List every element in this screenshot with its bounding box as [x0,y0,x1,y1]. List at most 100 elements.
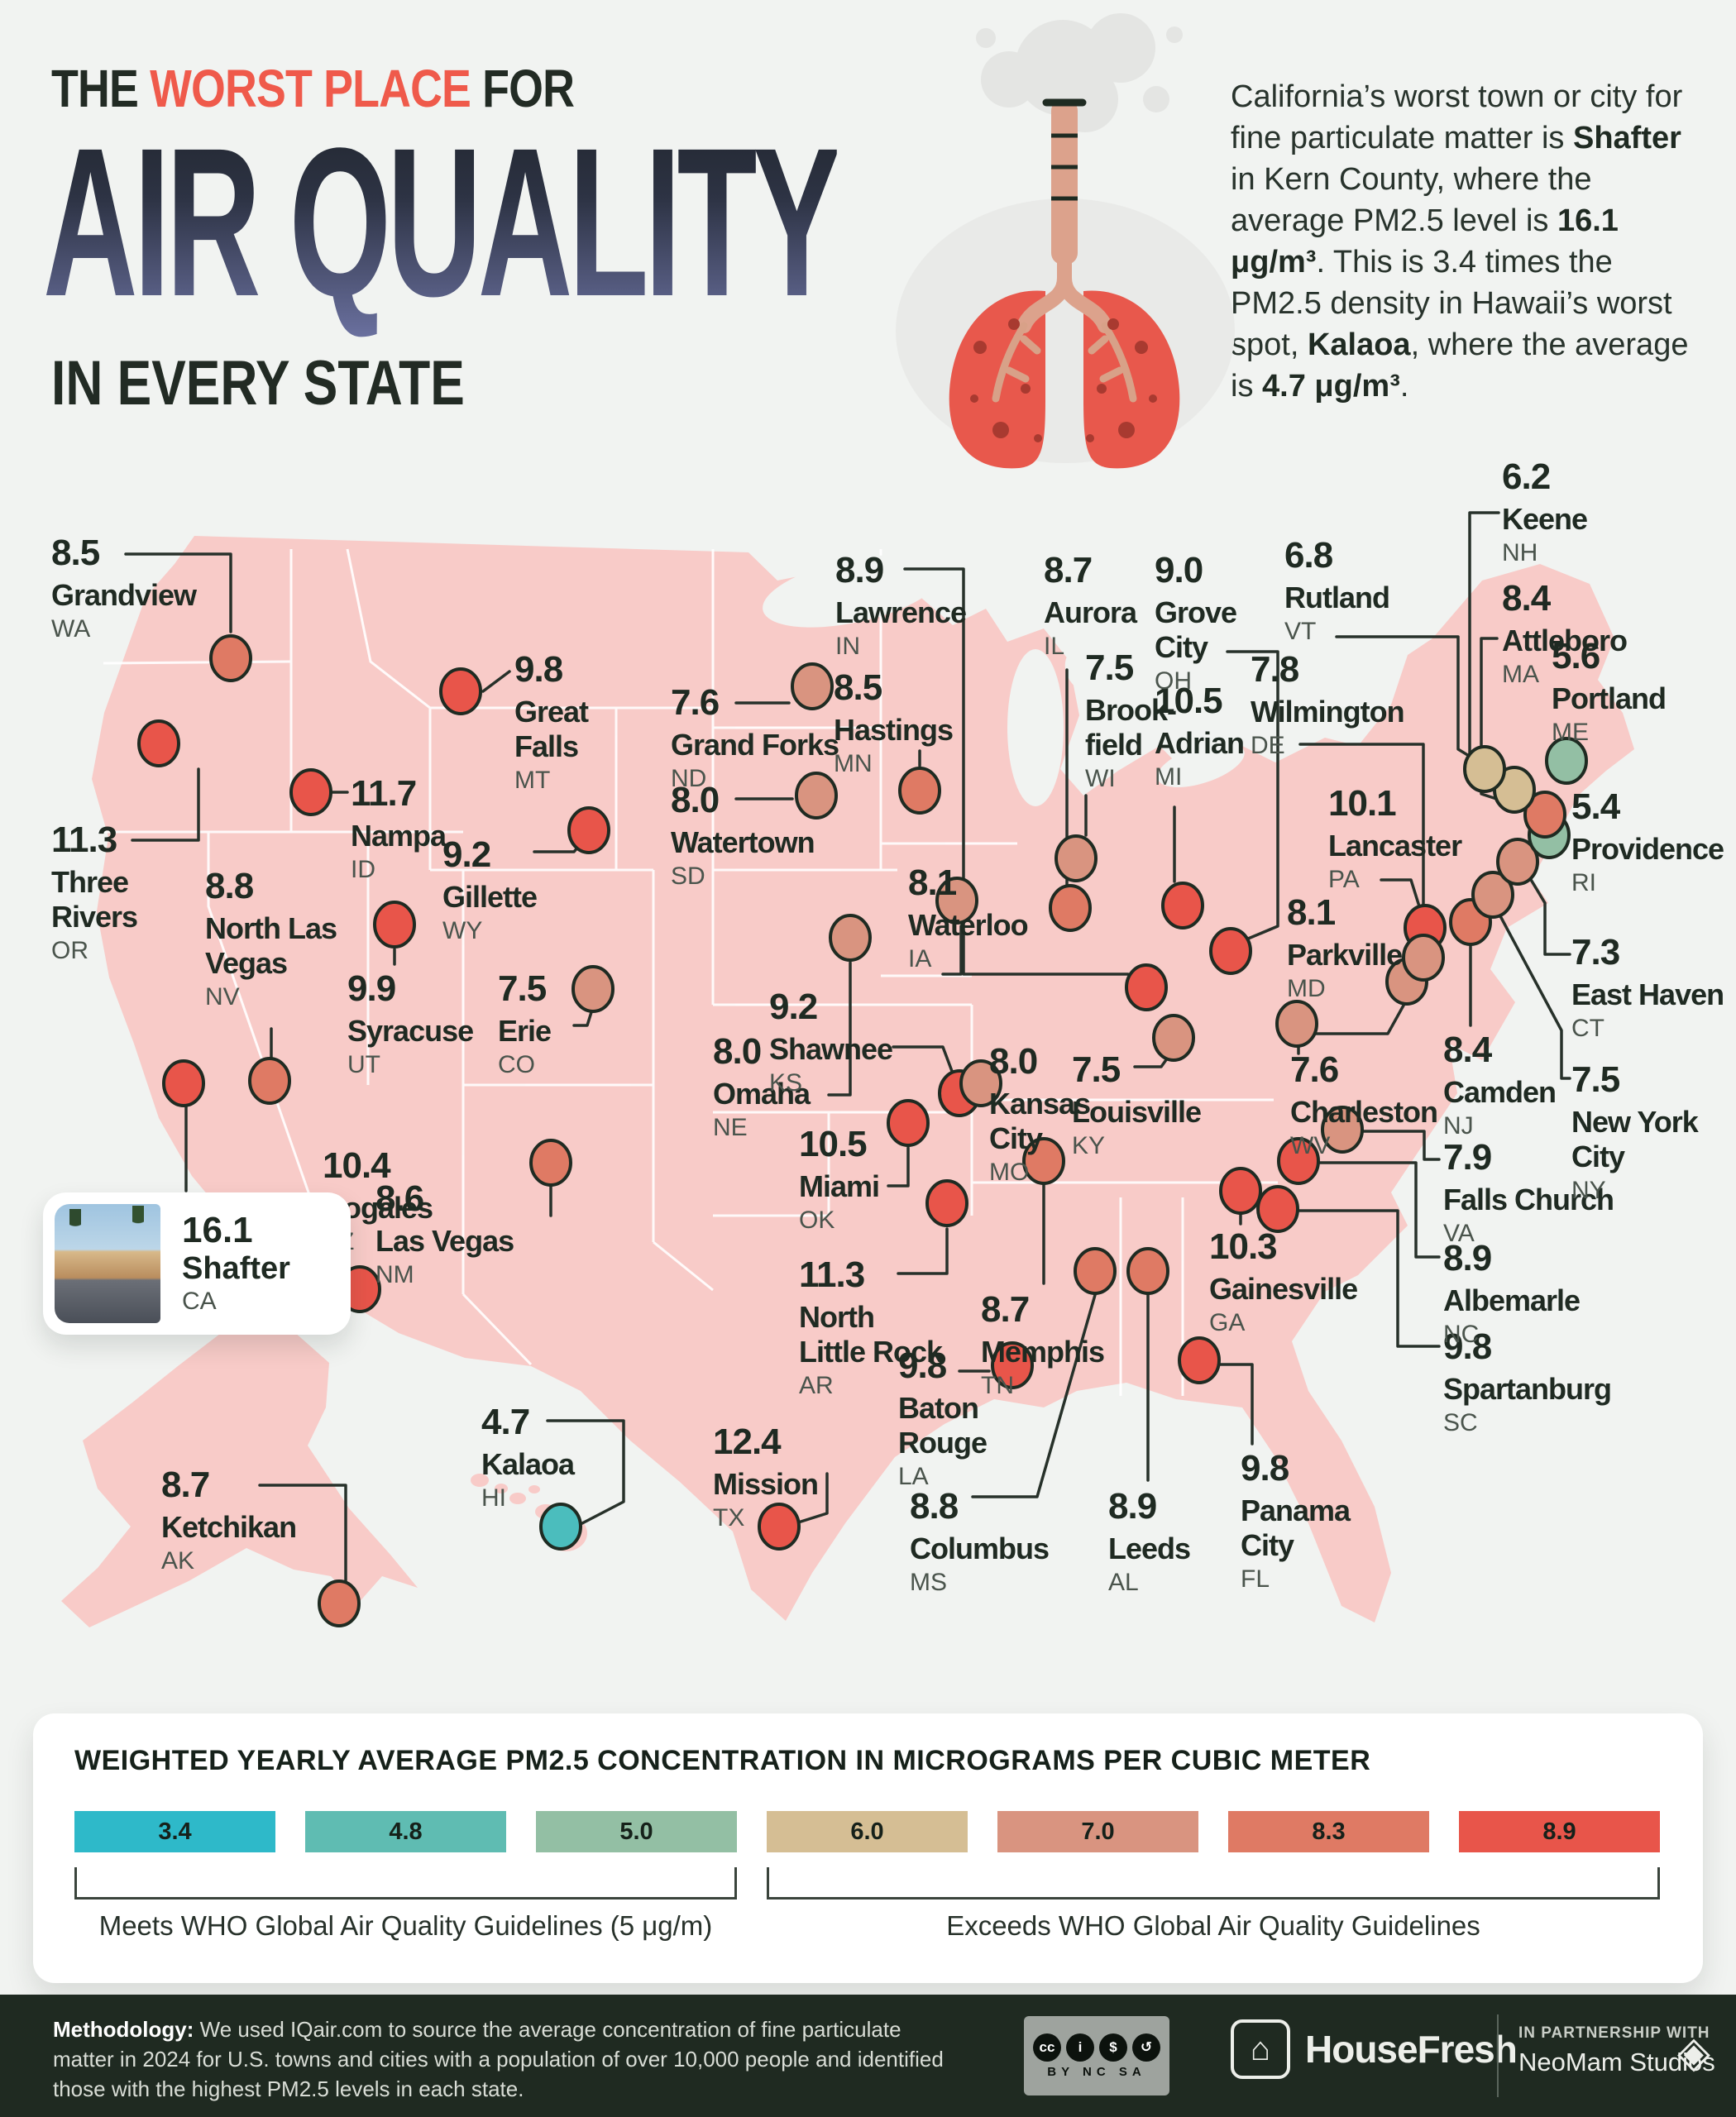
map-label-great-falls: 9.8 Great Falls MT [514,650,589,796]
city-east-haven: East Haven [1571,977,1724,1011]
state-wilmington: DE [1251,732,1285,759]
state-ketchikan: AK [161,1547,195,1575]
map-dot-kansas-city [959,1059,1002,1107]
map-dot-brookfield [1055,834,1098,882]
city-leeds: Leeds [1108,1532,1191,1565]
state-baton-rouge: LA [898,1463,929,1490]
city-las-vegas-nm: Las Vegas [375,1224,514,1258]
map-label-baton-rouge: 9.8 Baton Rouge LA [898,1346,988,1492]
city-spartanburg: Spartanburg [1443,1372,1612,1406]
state-leeds: AL [1108,1569,1139,1596]
housefresh-brand: ⌂ HouseFresh [1231,2019,1518,2079]
footer-bar: Methodology: We used IQair.com to source… [0,1995,1736,2117]
map-label-three-rivers: 11.3 Three Rivers OR [51,820,138,966]
value-kalaoa: 4.7 [481,1402,530,1442]
city-brookfield: Brook- field [1085,693,1177,762]
value-leeds: 8.9 [1108,1486,1157,1527]
city-portland: Portland [1552,681,1667,715]
map-label-waterloo: 8.1 Waterloo IA [908,863,1029,974]
state-adrian: MI [1155,763,1183,791]
city-lawrence: Lawrence [835,595,967,629]
map-dot-great-falls [439,667,482,715]
map-dot-ketchikan [318,1579,361,1627]
city-louisville: Louisville [1072,1095,1202,1129]
city-keene: Keene [1502,502,1588,536]
state-brookfield: WI [1085,765,1116,792]
state-omaha: NE [713,1114,748,1141]
connector-grandview [124,552,232,633]
map-label-east-haven: 7.3 East Haven CT [1571,933,1724,1044]
value-omaha: 8.0 [713,1031,762,1072]
kicker-post: FOR [471,59,575,118]
value-lancaster: 10.1 [1328,783,1397,824]
city-falls-church: Falls Church [1443,1183,1614,1216]
map-dot-mission [758,1503,801,1551]
city-kalaoa: Kalaoa [481,1447,575,1481]
map-dot-nampa [289,768,332,816]
map-label-lawrence: 8.9 Lawrence IN [835,550,967,662]
map-label-watertown: 8.0 Watertown SD [671,781,815,891]
state-hastings: MN [834,750,873,777]
map-label-parkville: 8.1 Parkville MD [1287,893,1403,1004]
city-syracuse: Syracuse [347,1014,474,1048]
state-gillette: WY [442,917,483,944]
map-label-leeds: 8.9 Leeds AL [1108,1486,1191,1598]
map-label-falls-church: 7.9 Falls Church VA [1443,1138,1614,1249]
map-label-rutland: 6.8 Rutland VT [1284,536,1390,647]
state-waterloo: IA [908,945,932,972]
map-dot-attleboro [1523,791,1566,839]
state-three-rivers: OR [51,937,88,964]
value-attleboro: 8.4 [1502,578,1551,619]
city-north-las-vegas: North Las Vegas [205,911,337,980]
map-dot-memphis [1022,1137,1065,1185]
state-panama-city: FL [1241,1565,1270,1593]
city-ketchikan: Ketchikan [161,1510,297,1544]
state-kalaoa: HI [481,1484,506,1512]
city-attleboro: Attleboro [1502,624,1628,657]
map-label-mission: 12.4 Mission TX [713,1422,819,1533]
map-dot-miami [887,1099,930,1147]
value-providence: 5.4 [1571,786,1620,827]
value-kansas-city: 8.0 [989,1041,1038,1082]
map-label-erie: 7.5 Erie CO [498,969,552,1080]
shafter-callout: 16.1 Shafter CA [43,1192,351,1335]
state-mission: TX [713,1504,745,1532]
connector-shawnee [892,1045,954,1075]
map-label-attleboro: 8.4 Attleboro MA [1502,578,1628,690]
value-lawrence: 8.9 [835,550,884,590]
partner-pre-label: IN PARTNERSHIP WITH [1518,2024,1710,2042]
map-label-new-york-city: 7.5 New York City NY [1571,1060,1699,1206]
city-wilmington: Wilmington [1251,695,1405,729]
legend-swatch-6.0: 6.0 [767,1811,968,1852]
city-camden: Camden [1443,1075,1557,1109]
map-dot-grandview [209,634,252,682]
housefresh-name: HouseFresh [1305,2028,1518,2071]
legend-swatch-5.0: 5.0 [536,1811,737,1852]
intro-text: California’s worst town or city for fine… [1231,79,1689,404]
value-las-vegas-nm: 8.6 [375,1178,424,1219]
map-label-nogales: 10.4NogalesAZ [323,1146,433,1257]
state-keene: NH [1502,539,1538,566]
city-adrian: Adrian [1155,726,1245,760]
kicker-pre: THE [51,59,151,118]
map-label-syracuse: 9.9 Syracuse UT [347,969,474,1080]
connector-great-falls [481,670,511,693]
city-watertown: Watertown [671,825,815,859]
city-grandview: Grandview [51,578,197,612]
map-terrain [61,536,1634,1627]
city-north-little-rock: North Little Rock [799,1300,943,1369]
exceeds-label: Exceeds WHO Global Air Quality Guideline… [946,1910,1480,1941]
city-providence: Providence [1571,832,1724,866]
value-east-haven: 7.3 [1571,932,1620,972]
map-dot-las-vegas-nm [529,1139,572,1187]
map-dot-columbus [1074,1247,1117,1295]
map-label-spartanburg: 9.8 Spartanburg SC [1443,1327,1612,1438]
state-portland: ME [1552,719,1589,746]
methodology-label: Methodology: [53,2017,194,2042]
shafter-state: CA [182,1288,217,1315]
connector-grove-city [1226,650,1279,943]
connector-lancaster [1380,878,1421,908]
map-dot-omaha [829,914,872,962]
map-label-nampa: 11.7 Nampa ID [351,774,447,885]
value-shawnee: 9.2 [769,987,818,1027]
